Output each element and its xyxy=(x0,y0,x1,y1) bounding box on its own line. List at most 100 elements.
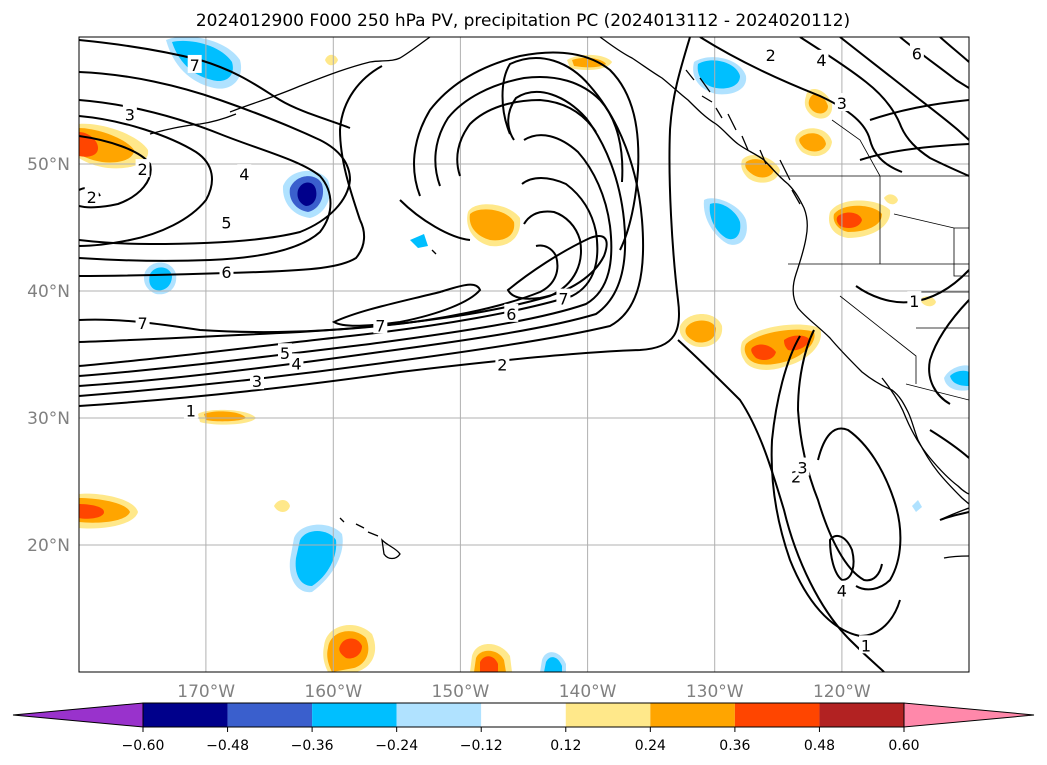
positive-patch xyxy=(795,128,832,157)
positive-patch xyxy=(679,314,723,348)
contour-label-bg xyxy=(763,44,778,63)
lat-tick-label: 20°N xyxy=(27,536,70,556)
contour-label-bg xyxy=(556,288,571,307)
contour-label: 3 xyxy=(837,94,847,113)
positive-patch xyxy=(198,409,256,425)
lon-tick-label: 150°W xyxy=(432,682,490,702)
negative-patch xyxy=(944,365,969,391)
colorbar: −0.60 −0.48 −0.36 −0.24 −0.12 0.12 0.24 0.36 0.4… xyxy=(12,702,1035,754)
lon-tick-label: 120°W xyxy=(813,682,871,702)
contour-label-bg xyxy=(504,303,519,322)
lon-tick-label: 130°W xyxy=(686,682,744,702)
contour-label-bg xyxy=(122,104,137,123)
precip-shading xyxy=(79,37,969,672)
colorbar-segment xyxy=(565,703,651,727)
contour-label: 7 xyxy=(375,316,385,335)
colorbar-tick-label: 0.36 xyxy=(719,738,750,754)
contour-label-bg xyxy=(84,187,99,206)
negative-patch xyxy=(144,262,177,295)
political-borders xyxy=(780,119,969,401)
colorbar-segment xyxy=(396,703,482,727)
positive-patch xyxy=(804,89,833,119)
colorbar-tick-label: −0.24 xyxy=(375,738,418,754)
contour-label-bg xyxy=(795,457,810,476)
contour-label: 4 xyxy=(837,582,847,601)
colorbar-tick-label: −0.48 xyxy=(206,738,249,754)
colorbar-tick-label: −0.36 xyxy=(291,738,334,754)
contour-label-bg xyxy=(834,580,849,599)
positive-patch xyxy=(79,493,138,529)
lat-tick-label: 30°N xyxy=(27,409,70,429)
colorbar-outline xyxy=(142,702,905,728)
lon-tick-label: 170°W xyxy=(177,682,235,702)
colorbar-segment xyxy=(650,703,735,727)
contour-label: 2 xyxy=(137,160,147,179)
positive-patch xyxy=(274,500,290,512)
colorbar-under-extension xyxy=(12,702,144,728)
positive-patch xyxy=(79,123,149,169)
negative-patch xyxy=(282,170,330,218)
lon-tick-label: 140°W xyxy=(559,682,617,702)
contour-label: 2 xyxy=(87,188,97,207)
positive-patch xyxy=(467,204,521,247)
contour-label-bg xyxy=(135,159,150,178)
contour-label: 2 xyxy=(497,356,507,375)
colorbar-segment xyxy=(819,703,904,727)
contour-label: 1 xyxy=(909,292,919,311)
longitude-labels: 170°W 160°W 150°W 140°W 130°W 120°W xyxy=(177,682,871,702)
contour-label: 3 xyxy=(125,105,135,124)
negative-patch xyxy=(410,234,428,248)
lat-tick-label: 40°N xyxy=(27,282,70,302)
contour-label-bg xyxy=(495,354,510,373)
contour-label-bg xyxy=(814,49,829,68)
negative-patch xyxy=(912,500,922,512)
map-frame xyxy=(78,36,970,673)
contour-label: 4 xyxy=(239,165,249,184)
contour-label: 6 xyxy=(506,305,516,324)
contour-label-bg xyxy=(250,371,264,390)
contour-label: 1 xyxy=(861,636,871,655)
contour-label: 7 xyxy=(558,290,568,309)
positive-patch xyxy=(740,324,822,370)
contour-label-bg xyxy=(219,212,234,231)
contour-label-bg xyxy=(907,291,922,310)
contour-label-bg xyxy=(289,353,304,372)
contour-label: 1 xyxy=(186,401,196,420)
contour-label-bg xyxy=(834,93,849,112)
latitude-labels: 20°N 30°N 40°N 50°N xyxy=(27,155,70,556)
contour-label: 2 xyxy=(766,46,776,65)
lat-tick-label: 50°N xyxy=(27,155,70,175)
contour-label-bg xyxy=(135,312,150,331)
colorbar-segment xyxy=(734,703,820,727)
contour-label-bg xyxy=(219,261,234,280)
contour-label: 4 xyxy=(291,354,301,373)
lon-tick-label: 160°W xyxy=(304,682,362,702)
positive-patch xyxy=(470,644,512,672)
contour-label: 3 xyxy=(797,459,807,478)
positive-patch xyxy=(567,54,612,70)
positive-patch xyxy=(325,54,338,66)
contour-label-bg xyxy=(277,343,292,362)
positive-patch xyxy=(884,194,898,205)
contour-label: 2 xyxy=(791,467,801,486)
contour-label: 5 xyxy=(221,213,231,232)
contour-label-bg xyxy=(373,315,388,334)
contour-label: 5 xyxy=(280,344,290,363)
contour-label-bg xyxy=(909,43,924,62)
colorbar-tick-label: 0.12 xyxy=(550,738,581,754)
contour-label: 3 xyxy=(252,372,262,391)
colorbar-over-extension xyxy=(903,702,1035,728)
positive-patch xyxy=(828,200,891,238)
figure-title: 2024012900 F000 250 hPa PV, precipitatio… xyxy=(196,11,850,31)
colorbar-tick-label: −0.60 xyxy=(122,738,165,754)
colorbar-segment xyxy=(227,703,313,727)
colorbar-tick-label: 0.48 xyxy=(804,738,835,754)
contour-label: 6 xyxy=(221,263,231,282)
colorbar-tick-label: 0.60 xyxy=(888,738,919,754)
contour-label: 7 xyxy=(190,56,200,75)
negative-patch xyxy=(540,652,566,672)
colorbar-segment xyxy=(312,703,397,727)
contour-label-bg xyxy=(183,400,198,419)
